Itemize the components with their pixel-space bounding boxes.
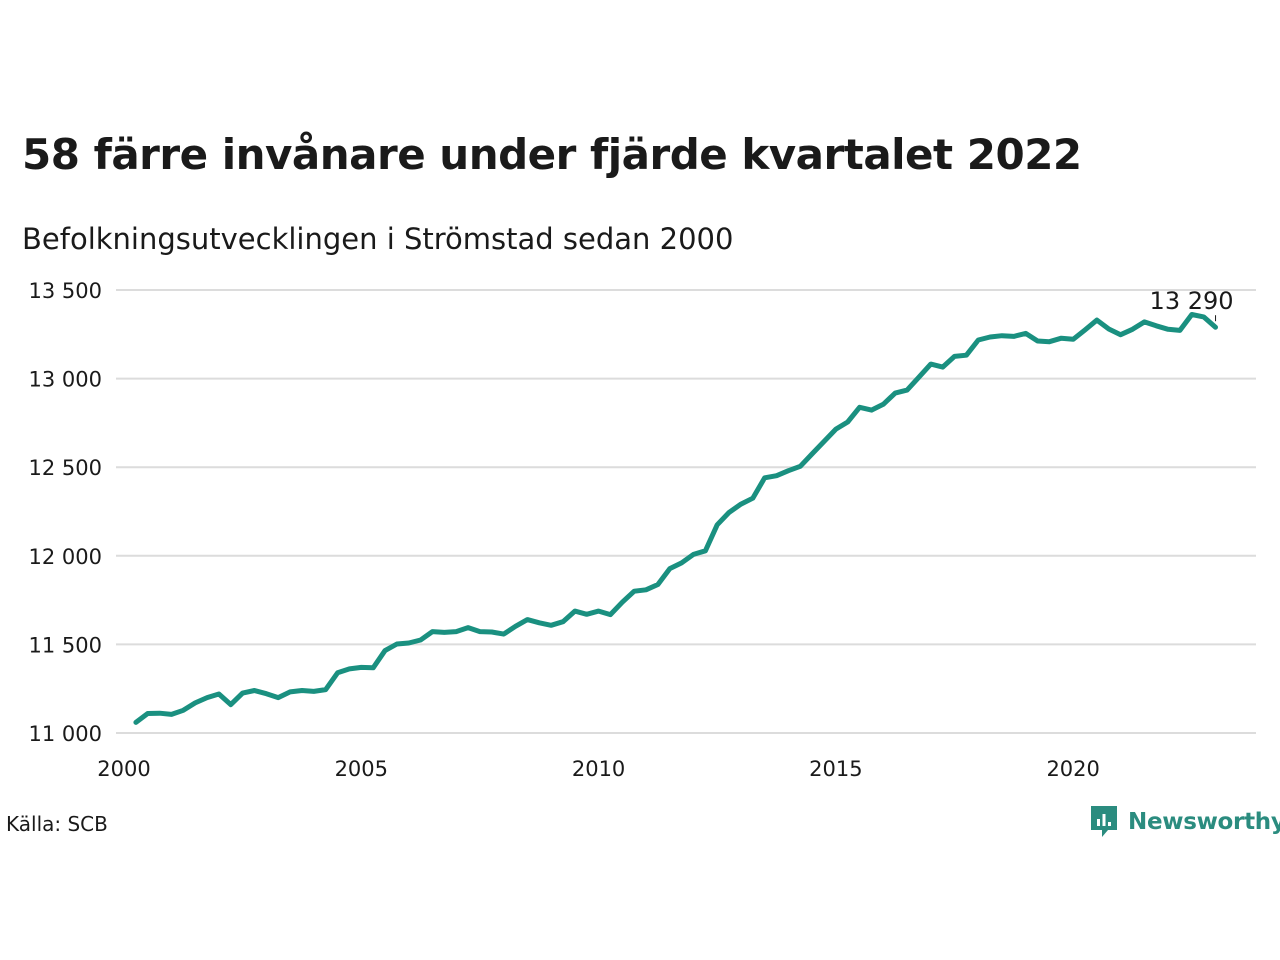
y-tick-label: 11 000: [29, 722, 102, 746]
y-tick-label: 13 000: [29, 368, 102, 392]
series-line: [133, 312, 1218, 725]
x-tick-label: 2010: [572, 757, 625, 781]
y-axis-ticks: 11 000 11 500 12 000 12 500 13 000 13 500: [29, 279, 102, 746]
x-tick-label: 2015: [809, 757, 862, 781]
end-value-label: 13 290: [1150, 287, 1234, 315]
y-tick-label: 12 500: [29, 456, 102, 480]
brand-name: Newsworthy: [1128, 809, 1280, 835]
y-tick-label: 13 500: [29, 279, 102, 303]
end-label-layer: 13 290: [1150, 287, 1234, 322]
chart-title: 58 färre invånare under fjärde kvartalet…: [22, 130, 1082, 179]
x-tick-label: 2005: [335, 757, 388, 781]
y-tick-label: 11 500: [29, 633, 102, 657]
gridlines: [116, 289, 1256, 734]
x-tick-label: 2020: [1046, 757, 1099, 781]
chart-subtitle: Befolkningsutvecklingen i Strömstad seda…: [22, 222, 734, 256]
series-layer: [133, 312, 1218, 725]
x-tick-label: 2000: [97, 757, 150, 781]
brand-logo: Newsworthy: [1088, 804, 1280, 840]
x-axis-ticks: 2000 2005 2010 2015 2020: [97, 757, 1100, 781]
source-note: Källa: SCB: [6, 812, 108, 836]
y-tick-label: 12 000: [29, 545, 102, 569]
newsworthy-logo-icon: [1091, 806, 1117, 837]
